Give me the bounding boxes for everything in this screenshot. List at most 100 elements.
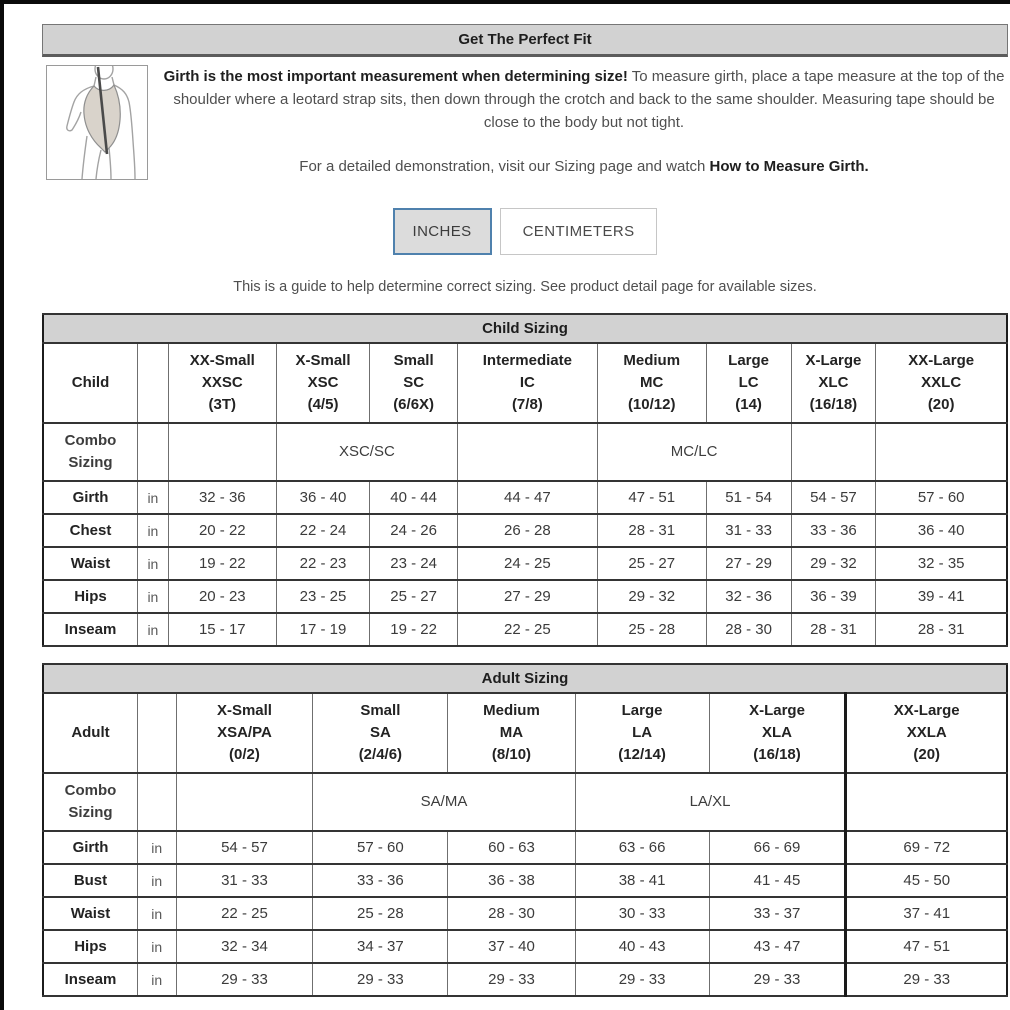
col-code: XXLA [906,724,947,741]
value-cell: 28 - 30 [705,613,792,646]
unit-cell: in [136,613,169,646]
unit-cell: in [136,963,177,996]
adult-combo-row: Combo Sizing SA/MA LA/XL [42,773,1008,831]
adult-table-title: Adult Sizing [42,664,1008,693]
demo-prefix: For a detailed demonstration, visit our … [299,158,710,175]
value-cell: 38 - 41 [574,864,710,897]
value-cell: 66 - 69 [708,831,847,864]
row-label: Chest [42,514,138,547]
adult-row-inseam: Inseam in 29 - 33 29 - 33 29 - 33 29 - 3… [42,963,1008,996]
col-range: (3T) [208,396,237,413]
empty-cell [136,693,177,773]
unit-cell: in [136,580,169,613]
value-cell: 22 - 24 [275,514,371,547]
unit-cell: in [136,864,177,897]
combo-sizing-label: Combo Sizing [42,773,138,831]
value-cell: 44 - 47 [456,481,598,514]
leotard-diagram-icon [66,66,136,179]
unit-cell: in [136,897,177,930]
value-cell: 60 - 63 [447,831,576,864]
value-cell: 69 - 72 [844,831,1008,864]
value-cell: 30 - 33 [574,897,710,930]
value-cell: 36 - 40 [875,514,1008,547]
value-cell: 28 - 30 [447,897,576,930]
col-code: LA [632,724,653,741]
col-code: LC [738,374,759,391]
col-name: Medium [483,702,540,719]
col-range: (7/8) [511,396,543,413]
col-name: Medium [623,352,681,369]
value-cell: 17 - 19 [275,613,371,646]
child-table-title: Child Sizing [42,314,1008,343]
row-label: Inseam [42,613,138,646]
empty-cell [167,423,277,481]
col-name: X-Large [805,352,862,369]
col-header-intermediate: Intermediate IC (7/8) [456,343,598,423]
col-header-xx-small: XX-Small XXSC (3T) [167,343,277,423]
col-name: X-Large [749,702,805,719]
col-name: Large [621,702,663,719]
unit-toggle: INCHES CENTIMETERS [42,208,1008,255]
col-range: (4/5) [307,396,339,413]
col-header-medium: Medium MC (10/12) [596,343,707,423]
col-header-xx-large: XX-Large XXLA (20) [844,693,1008,773]
girth-intro-section: Girth is the most important measurement … [42,65,1008,180]
combo-group-la-xl: LA/XL [574,773,847,831]
col-code: SC [403,374,425,391]
combo-group-sa-ma: SA/MA [312,773,576,831]
col-range: (20) [913,746,941,763]
value-cell: 29 - 33 [708,963,847,996]
col-code: MC [640,374,664,391]
empty-cell [175,773,314,831]
value-cell: 54 - 57 [790,481,877,514]
value-cell: 33 - 36 [312,864,449,897]
unit-cell: in [136,831,177,864]
child-combo-row: Combo Sizing XSC/SC MC/LC [42,423,1008,481]
value-cell: 22 - 25 [456,613,598,646]
value-cell: 29 - 33 [447,963,576,996]
girth-intro-text: Girth is the most important measurement … [160,65,1008,178]
empty-cell [790,423,877,481]
centimeters-button[interactable]: CENTIMETERS [499,208,658,255]
demo-line: For a detailed demonstration, visit our … [160,155,1008,178]
adult-row-waist: Waist in 22 - 25 25 - 28 28 - 30 30 - 33… [42,897,1008,930]
value-cell: 29 - 32 [790,547,877,580]
col-range: (16/18) [809,396,858,413]
value-cell: 31 - 33 [175,864,314,897]
inches-button[interactable]: INCHES [392,208,492,255]
empty-cell [136,773,177,831]
col-range: (20) [927,396,955,413]
value-cell: 32 - 36 [705,580,792,613]
page-title: Get The Perfect Fit [42,24,1008,57]
girth-paragraph: Girth is the most important measurement … [160,65,1008,134]
col-name: XX-Large [908,352,975,369]
col-range: (10/12) [627,396,676,413]
child-row-girth: Girth in 32 - 36 36 - 40 40 - 44 44 - 47… [42,481,1008,514]
value-cell: 57 - 60 [875,481,1008,514]
col-range: (0/2) [229,746,260,763]
col-header-small: Small SA (2/4/6) [312,693,449,773]
child-row-inseam: Inseam in 15 - 17 17 - 19 19 - 22 22 - 2… [42,613,1008,646]
row-label: Girth [42,481,138,514]
row-label: Waist [42,547,138,580]
value-cell: 39 - 41 [875,580,1008,613]
col-header-large: Large LC (14) [705,343,792,423]
child-sizing-table: Child Sizing Child XX-Small XXSC (3T) X-… [42,313,1008,647]
combo-group-xsc-sc: XSC/SC [275,423,458,481]
value-cell: 28 - 31 [596,514,707,547]
value-cell: 23 - 24 [369,547,458,580]
adult-sizing-table: Adult Sizing Adult X-Small XSA/PA (0/2) … [42,663,1008,997]
unit-cell: in [136,930,177,963]
col-code: SA [369,724,391,741]
col-code: XLC [818,374,849,391]
col-code: MA [499,724,524,741]
col-code: XXLC [921,374,962,391]
value-cell: 47 - 51 [596,481,707,514]
value-cell: 33 - 36 [790,514,877,547]
value-cell: 37 - 40 [447,930,576,963]
value-cell: 24 - 25 [456,547,598,580]
col-code: XXSC [201,374,243,391]
girth-intro-rest: To measure girth, place a tape measure a… [173,68,1005,131]
girth-intro-bold: Girth is the most important measurement … [163,68,628,85]
unit-cell: in [136,547,169,580]
